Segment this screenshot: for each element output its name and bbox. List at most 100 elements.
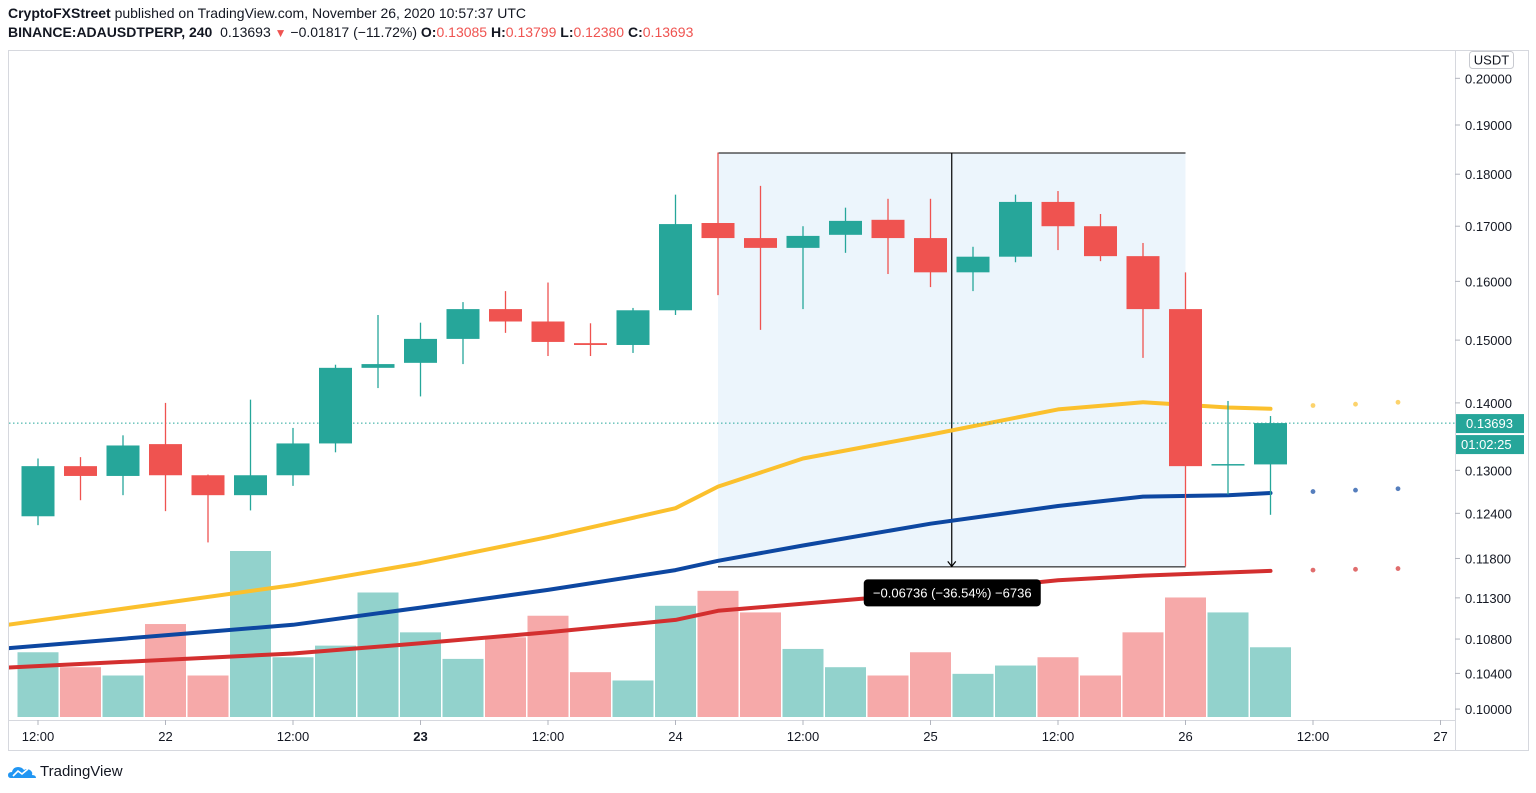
price-tick-label: 0.10400 bbox=[1465, 666, 1512, 681]
arrow-down-icon bbox=[947, 560, 957, 568]
tradingview-logo[interactable]: TradingView bbox=[8, 763, 123, 780]
volume-bar bbox=[230, 551, 271, 717]
price-tick-label: 0.17000 bbox=[1465, 219, 1512, 234]
candle-body bbox=[701, 223, 735, 239]
volume-bar bbox=[187, 675, 229, 717]
candle[interactable] bbox=[829, 207, 862, 253]
price-tick-label: 0.18000 bbox=[1465, 167, 1512, 182]
candle-body bbox=[531, 321, 565, 342]
publisher-name[interactable]: CryptoFXStreet bbox=[8, 5, 111, 21]
time-axis[interactable]: 12:00 22 12:00 23 12:00 24 12:00 25 12:00 26 12:00… bbox=[22, 720, 1448, 744]
candle-body bbox=[829, 220, 862, 235]
candle-body bbox=[956, 256, 990, 273]
volume-bar bbox=[485, 637, 526, 717]
chart-pane: −0.06736 (−36.54%) −6736 bbox=[0, 152, 1455, 717]
candle-body bbox=[1084, 226, 1117, 257]
candle-body bbox=[574, 343, 607, 345]
moving-average-projection-dot bbox=[1310, 403, 1316, 408]
moving-average-projection-dot bbox=[1310, 489, 1316, 494]
current-price-tag-label: 0.13693 bbox=[1466, 416, 1513, 431]
candle-body bbox=[999, 201, 1032, 257]
price-tick-label: 0.20000 bbox=[1465, 71, 1512, 86]
candle-body bbox=[1041, 201, 1075, 227]
candle[interactable] bbox=[234, 399, 267, 511]
candle[interactable] bbox=[531, 282, 565, 357]
candle-body bbox=[871, 219, 905, 239]
candle[interactable] bbox=[786, 226, 820, 310]
countdown-tag bbox=[1456, 435, 1524, 455]
candle[interactable] bbox=[659, 194, 692, 315]
volume-bar bbox=[315, 645, 356, 717]
candle[interactable] bbox=[744, 185, 777, 330]
candle[interactable] bbox=[574, 323, 607, 357]
candle[interactable] bbox=[149, 402, 182, 512]
time-tick-label: 27 bbox=[1433, 729, 1447, 744]
price-tick-label: 0.10000 bbox=[1465, 702, 1512, 717]
moving-average-projection-dot bbox=[1353, 401, 1358, 407]
price-axis[interactable]: 0.20000 0.19000 0.18000 0.17000 0.16000 0.150… bbox=[1455, 51, 1514, 718]
candle[interactable] bbox=[1041, 191, 1075, 251]
volume-bar bbox=[442, 658, 484, 717]
volume-bar bbox=[400, 632, 441, 717]
moving-average-line[interactable] bbox=[0, 568, 1273, 670]
candle[interactable] bbox=[404, 322, 437, 397]
countdown-tag-label: 01:02:25 bbox=[1461, 437, 1512, 452]
candle[interactable] bbox=[446, 302, 480, 365]
moving-average-line[interactable] bbox=[0, 491, 1273, 651]
last-price: 0.13693 bbox=[220, 24, 271, 40]
candle[interactable] bbox=[64, 457, 97, 501]
moving-average-projection-dot bbox=[1395, 566, 1401, 571]
time-tick-label: 12:00 bbox=[532, 729, 565, 744]
candle-body bbox=[786, 235, 820, 248]
moving-average-projection-dot bbox=[1310, 567, 1316, 573]
price-tick-label: 0.14000 bbox=[1465, 396, 1512, 411]
candle[interactable] bbox=[191, 474, 225, 543]
open-value: 0.13085 bbox=[436, 24, 488, 40]
time-tick-label: 12:00 bbox=[277, 729, 310, 744]
candle[interactable] bbox=[999, 194, 1032, 263]
candle-body bbox=[191, 475, 225, 496]
candle[interactable] bbox=[616, 307, 650, 353]
candle[interactable] bbox=[361, 314, 395, 389]
candle[interactable] bbox=[1169, 272, 1202, 567]
volume-bar bbox=[1037, 657, 1079, 717]
time-tick-label: 23 bbox=[413, 729, 427, 744]
price-tick-label: 0.13000 bbox=[1465, 463, 1512, 478]
price-axis-tags: 0.13693 01:02:25 bbox=[1456, 414, 1524, 455]
candle[interactable] bbox=[701, 152, 735, 296]
time-tick-label: 12:00 bbox=[787, 729, 820, 744]
candle[interactable] bbox=[1254, 416, 1287, 515]
volume-bar bbox=[867, 675, 909, 717]
candle[interactable] bbox=[1084, 213, 1117, 262]
price-tick-label: 0.10800 bbox=[1465, 632, 1512, 647]
candle[interactable] bbox=[276, 427, 310, 486]
candle[interactable] bbox=[21, 458, 55, 526]
candle[interactable] bbox=[319, 364, 352, 453]
currency-badge-label: USDT bbox=[1474, 53, 1509, 68]
time-tick-label: 12:00 bbox=[22, 729, 55, 744]
candle[interactable] bbox=[871, 198, 905, 275]
candle-body bbox=[914, 238, 947, 273]
close-value: 0.13693 bbox=[642, 24, 694, 40]
currency-badge[interactable] bbox=[1469, 51, 1514, 69]
candle[interactable] bbox=[106, 435, 140, 496]
moving-average-line[interactable] bbox=[0, 400, 1273, 627]
candle[interactable] bbox=[1211, 400, 1245, 495]
time-tick-label: 12:00 bbox=[1042, 729, 1075, 744]
volume-bar bbox=[17, 652, 59, 717]
volume-bar bbox=[1207, 612, 1249, 717]
candle[interactable] bbox=[489, 291, 522, 333]
candle[interactable] bbox=[914, 198, 947, 288]
volume-bar bbox=[1165, 597, 1206, 717]
volume-bar bbox=[825, 667, 866, 717]
volume-bar bbox=[612, 680, 654, 717]
volume-bar bbox=[655, 605, 696, 717]
candle-body bbox=[616, 310, 650, 345]
candle[interactable] bbox=[956, 246, 990, 292]
candle[interactable] bbox=[1126, 242, 1160, 358]
time-tick-label: 24 bbox=[668, 729, 682, 744]
price-tick-label: 0.11800 bbox=[1465, 551, 1511, 566]
logo-text: TradingView bbox=[40, 763, 123, 780]
candle-body bbox=[446, 309, 480, 339]
